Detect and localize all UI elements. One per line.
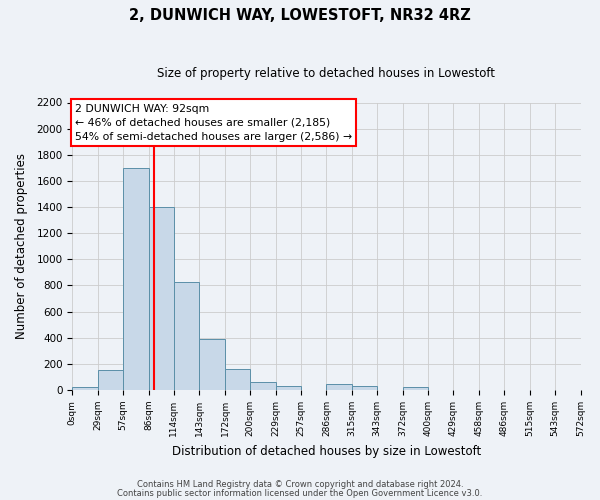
Bar [149, 207, 173, 390]
Bar [326, 384, 352, 390]
Bar [403, 388, 428, 390]
Bar [173, 282, 199, 390]
Bar [123, 168, 149, 390]
Bar [250, 382, 276, 390]
Bar [98, 370, 123, 390]
Text: 2 DUNWICH WAY: 92sqm
← 46% of detached houses are smaller (2,185)
54% of semi-de: 2 DUNWICH WAY: 92sqm ← 46% of detached h… [75, 104, 352, 142]
Text: 2, DUNWICH WAY, LOWESTOFT, NR32 4RZ: 2, DUNWICH WAY, LOWESTOFT, NR32 4RZ [129, 8, 471, 22]
Y-axis label: Number of detached properties: Number of detached properties [15, 154, 28, 340]
Bar [276, 386, 301, 390]
X-axis label: Distribution of detached houses by size in Lowestoft: Distribution of detached houses by size … [172, 444, 481, 458]
Bar [225, 369, 250, 390]
Bar [352, 386, 377, 390]
Text: Contains HM Land Registry data © Crown copyright and database right 2024.: Contains HM Land Registry data © Crown c… [137, 480, 463, 489]
Bar [73, 388, 98, 390]
Bar [199, 339, 225, 390]
Text: Contains public sector information licensed under the Open Government Licence v3: Contains public sector information licen… [118, 488, 482, 498]
Title: Size of property relative to detached houses in Lowestoft: Size of property relative to detached ho… [157, 68, 496, 80]
